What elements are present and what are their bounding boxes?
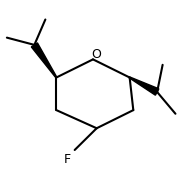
Polygon shape	[31, 43, 57, 78]
Text: O: O	[91, 48, 101, 61]
Polygon shape	[129, 77, 159, 95]
Text: F: F	[64, 153, 71, 167]
